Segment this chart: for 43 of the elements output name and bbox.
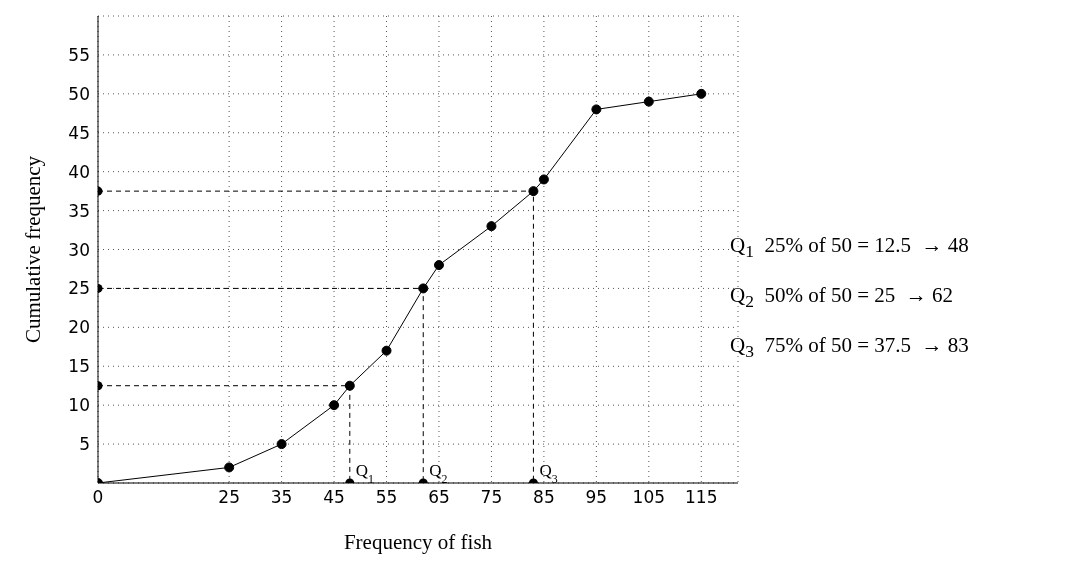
y-tick-label: 45 (68, 122, 90, 143)
x-tick-label: 75 (480, 487, 503, 508)
y-tick-label: 15 (68, 356, 90, 377)
x-tick-label: 35 (270, 487, 293, 508)
x-tick-label: 115 (685, 487, 718, 508)
y-tick-label: 50 (68, 83, 90, 104)
annotation: Q$_{3}$ 75% of 50 = 37.5 → 83 (730, 332, 969, 364)
annotation: Q$_{3}$ (539, 461, 558, 486)
x-tick-label: 105 (632, 487, 666, 508)
y-tick-label: 20 (68, 317, 90, 338)
point (224, 462, 235, 473)
annotation: Q$_{2}$ 50% of 50 = 25 → 62 (730, 282, 954, 314)
x-tick-label: 0 (92, 487, 104, 508)
y-tick-label: 35 (68, 200, 90, 221)
y-tick-label: 5 (79, 434, 90, 455)
y-tick-label: 40 (68, 161, 90, 182)
point (486, 221, 497, 232)
point (418, 283, 429, 294)
x-axis-title: Frequency of fish (343, 530, 493, 554)
x-tick-label: 85 (533, 487, 555, 508)
point (276, 439, 287, 450)
x-tick-label: 55 (375, 487, 398, 508)
y-tick-label: 10 (68, 395, 90, 416)
point (538, 174, 549, 185)
annotation: Q$_{1}$ 25% of 50 = 12.5 → 48 (730, 232, 969, 264)
y-tick-label: 25 (68, 278, 90, 299)
point (696, 88, 707, 99)
point (528, 186, 539, 197)
annotation: Q$_{2}$ (429, 461, 448, 486)
x-tick-label: 65 (428, 487, 450, 508)
point (433, 260, 444, 271)
y-axis-title: Cumulative frequency (21, 155, 46, 344)
point (591, 104, 602, 115)
point (344, 380, 355, 391)
point (643, 96, 654, 107)
y-tick-label: 30 (68, 239, 90, 260)
y-tick-label: 55 (68, 44, 90, 65)
annotation: Q$_{1}$ (355, 461, 375, 486)
x-tick-label: 95 (585, 487, 608, 508)
point (329, 400, 340, 411)
x-tick-label: 25 (218, 487, 240, 508)
x-tick-label: 45 (323, 487, 345, 508)
point (381, 345, 392, 356)
